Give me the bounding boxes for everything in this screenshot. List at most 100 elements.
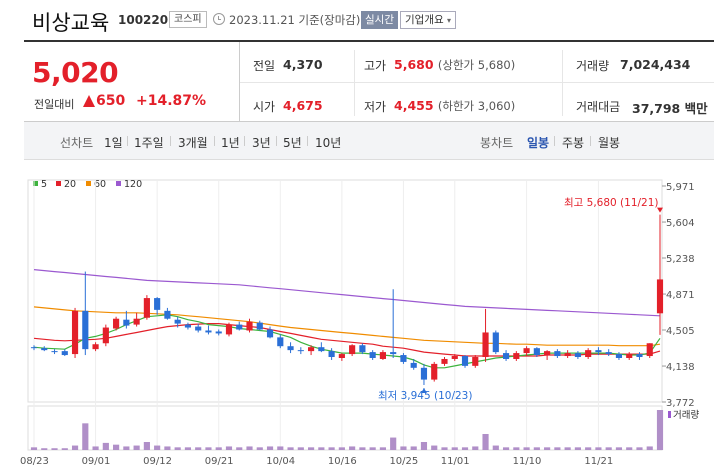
candle-body [461, 356, 469, 366]
candle-body [390, 352, 397, 355]
volume-bar [205, 447, 212, 450]
volume-bar [400, 446, 407, 450]
candlestick-chart[interactable]: 5 20 60 120 5,971 5,604 5,238 4,871 4,505 4,138 3,… [0, 170, 714, 474]
candle-body [492, 332, 499, 353]
volume-bar [102, 442, 109, 450]
tab-1d[interactable]: 1일 [104, 136, 123, 150]
volume-bar [451, 447, 458, 450]
volume-bar [349, 446, 356, 450]
candle-body [71, 310, 79, 355]
candle-body [359, 345, 366, 353]
candle-body [215, 331, 222, 334]
candle-body [266, 329, 274, 338]
line-chart-title: 선차트 [60, 136, 94, 150]
volume-bar [30, 447, 38, 450]
candle-body [195, 326, 202, 331]
y-tick-label: 5,238 [666, 254, 695, 265]
volume-value: 7,024,434 [620, 57, 691, 72]
candle-body [441, 358, 448, 364]
candle-body [574, 353, 581, 358]
tab-divider [214, 136, 215, 146]
low-label: 저가 [364, 100, 387, 114]
tab-divider [170, 136, 171, 146]
tab-monthly[interactable]: 월봉 [598, 136, 621, 150]
tab-1y[interactable]: 1년 [221, 136, 240, 150]
chart-tab-bar: 선차트 1일 1주일 3개월 1년 3년 5년 10년 봉차트 일봉 주봉 월봉 [24, 122, 714, 160]
volume-bar [318, 447, 325, 450]
volume-bar [297, 447, 304, 450]
tab-daily[interactable]: 일봉 [527, 136, 550, 150]
candle-body [636, 354, 643, 358]
volume-stat: 거래량 7,024,434 [576, 57, 690, 74]
stock-name: 비상교육 [32, 11, 110, 35]
prev-close-stat: 전일 4,370 [253, 57, 323, 74]
tab-10y[interactable]: 10년 [315, 136, 342, 150]
price-plot-frame [27, 179, 663, 403]
volume-bar [585, 447, 592, 450]
column-divider [562, 50, 563, 116]
volume-bar [164, 446, 171, 450]
volume-bar [544, 447, 551, 450]
volume-bar [359, 447, 366, 450]
candle-body [308, 347, 315, 352]
legend-label: 5 [41, 179, 47, 190]
realtime-button[interactable]: 실시간 [361, 11, 398, 29]
tab-5y[interactable]: 5년 [283, 136, 302, 150]
candle-body [143, 298, 150, 318]
candle-body [113, 318, 120, 329]
candle-body [102, 327, 109, 344]
volume-bar [338, 447, 345, 450]
prev-close-label: 전일 [253, 59, 276, 73]
tab-1w[interactable]: 1주일 [134, 136, 164, 150]
company-overview-select[interactable]: 기업개요 ▾ [400, 11, 456, 29]
up-arrow-icon [83, 95, 95, 107]
volume-bar [184, 447, 192, 450]
volume-bar [390, 437, 397, 450]
candle-body [133, 318, 140, 325]
volume-bar [574, 447, 581, 450]
volume-bar [71, 445, 79, 450]
ma60-line [33, 306, 661, 347]
candle-body [472, 357, 479, 366]
candle-body [30, 347, 38, 349]
tab-3m[interactable]: 3개월 [178, 136, 208, 150]
x-tick-label: 10/16 [328, 456, 357, 467]
candle-body [369, 352, 376, 358]
ma120-line [33, 269, 661, 317]
x-tick-label: 09/21 [205, 456, 234, 467]
volume-bar [246, 446, 253, 450]
volume-bar [646, 446, 653, 450]
candle-body [626, 354, 633, 358]
candle-body [615, 354, 623, 358]
volume-bar [154, 445, 161, 450]
candle-body [297, 350, 304, 352]
candle-body [92, 344, 99, 350]
candle-body [277, 337, 284, 347]
company-overview-label: 기업개요 [405, 14, 444, 26]
x-tick-label: 10/04 [266, 456, 295, 467]
volume-bar [369, 447, 376, 450]
open-label: 시가 [253, 100, 276, 114]
volume-bar [461, 447, 469, 450]
stock-chart[interactable]: 5 20 60 120 5,971 5,604 5,238 4,871 4,505 4,138 3,… [0, 170, 714, 474]
candle-body [225, 324, 233, 335]
legend-label: 120 [124, 179, 142, 190]
volume-bar [492, 445, 499, 450]
legend-label: 20 [64, 179, 76, 190]
volume-bar [523, 447, 530, 450]
tab-divider [127, 136, 128, 146]
tab-weekly[interactable]: 주봉 [562, 136, 585, 150]
volume-bar [256, 447, 263, 450]
volume-bar [51, 448, 58, 450]
tab-3y[interactable]: 3년 [252, 136, 271, 150]
volume-bar [82, 423, 89, 450]
volume-label: 거래량 [673, 409, 699, 421]
volume-bar [513, 447, 520, 450]
x-tick-label: 09/01 [82, 456, 111, 467]
amount-label: 거래대금 [576, 100, 621, 114]
high-stat: 고가 5,680 (상한가 5,680) [364, 57, 515, 74]
volume-bar [143, 442, 150, 450]
open-stat: 시가 4,675 [253, 98, 323, 115]
volume-bar [379, 447, 386, 450]
legend-swatch [56, 181, 61, 186]
